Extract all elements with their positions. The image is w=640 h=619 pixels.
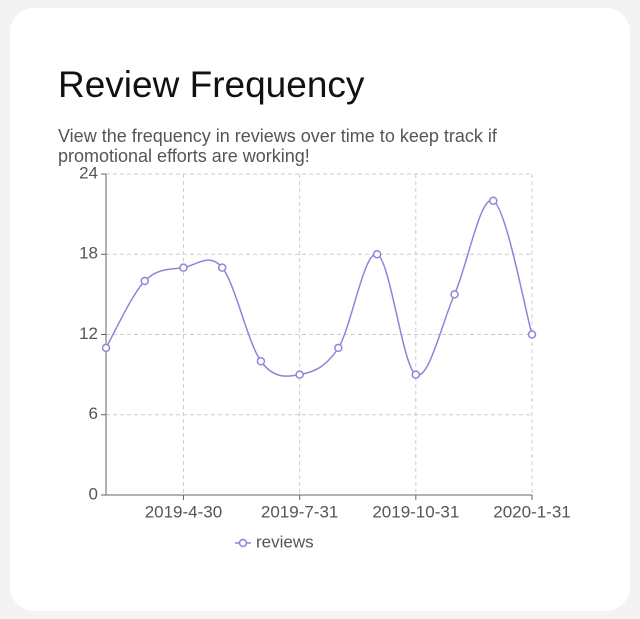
legend-label: reviews <box>256 532 314 551</box>
data-point <box>295 370 304 379</box>
data-point <box>101 343 111 353</box>
y-tick-label: 0 <box>89 484 98 503</box>
data-point <box>527 330 537 339</box>
y-tick-label: 6 <box>89 404 98 423</box>
x-tick-label: 2019-10-31 <box>372 502 459 521</box>
x-tick-label: 2019-4-30 <box>145 502 223 521</box>
x-tick-label: 2019-7-31 <box>261 502 339 521</box>
subtitle: View the frequency in reviews over time … <box>58 126 497 166</box>
legend-marker <box>238 538 248 548</box>
y-tick-label: 24 <box>79 163 98 182</box>
data-point <box>489 196 498 205</box>
y-tick-label: 18 <box>79 244 98 263</box>
data-point <box>411 370 421 379</box>
data-point <box>372 250 382 259</box>
title: Review Frequency <box>58 64 365 105</box>
series-line <box>105 199 533 377</box>
data-point <box>217 263 227 272</box>
data-point <box>334 343 343 353</box>
data-point <box>179 263 188 272</box>
data-point <box>256 357 266 366</box>
data-point <box>140 276 149 286</box>
x-tick-label: 2020-1-31 <box>493 502 571 521</box>
y-tick-label: 12 <box>79 324 98 343</box>
data-point <box>450 290 459 299</box>
